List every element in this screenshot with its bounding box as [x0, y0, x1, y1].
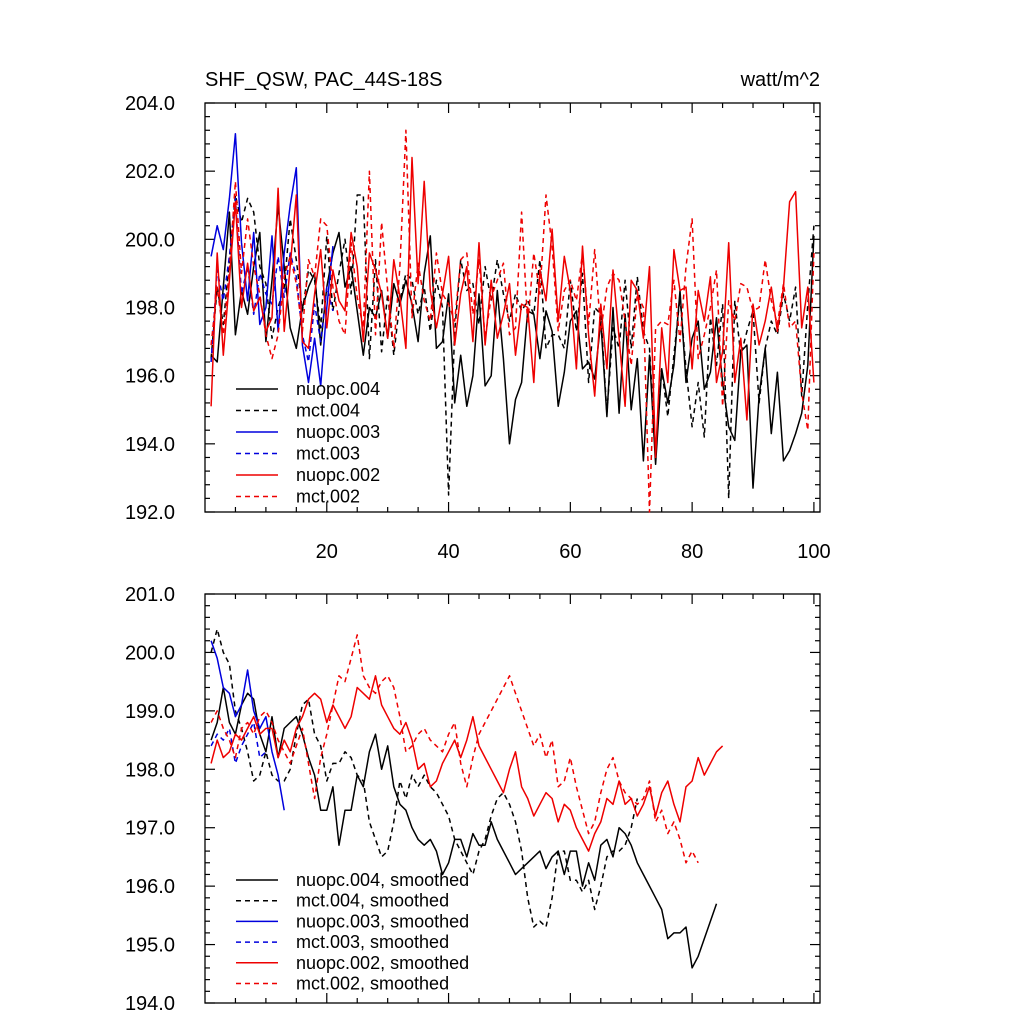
legend-label: mct.004 [296, 401, 360, 421]
y-tick-label: 204.0 [125, 93, 175, 115]
legend-label: mct.003, smoothed [296, 932, 449, 952]
x-tick-label: 60 [559, 541, 581, 563]
legend-label: mct.004, smoothed [296, 891, 449, 911]
bottom-series-group [210, 628, 724, 969]
legend-label: nuopc.002, smoothed [296, 953, 469, 973]
series-line-nuopc-002-smoothed [210, 675, 724, 852]
y-tick-label: 192.0 [125, 502, 175, 524]
legend-label: nuopc.002 [296, 465, 380, 485]
y-tick-label: 200.0 [125, 229, 175, 251]
top-x-axis: 20 40 60 80 100 [234, 103, 831, 563]
y-tick-label: 196.0 [125, 876, 175, 898]
y-tick-label: 199.0 [125, 701, 175, 723]
top-series-group [210, 129, 815, 513]
series-line-nuopc-002 [210, 156, 815, 459]
legend-label: nuopc.004, smoothed [296, 870, 469, 890]
series-line-nuopc-003 [210, 132, 334, 387]
legend-label: nuopc.003, smoothed [296, 911, 469, 931]
top-y-axis: 192.0 194.0 196.0 198.0 200.0 202.0 204.0 [125, 93, 820, 524]
top-panel-units: watt/m^2 [740, 69, 820, 91]
legend-label: nuopc.003 [296, 422, 380, 442]
series-line-mct-004-smoothed [210, 628, 639, 928]
legend-label: nuopc.004 [296, 379, 380, 399]
y-tick-label: 201.0 [125, 584, 175, 606]
y-tick-label: 198.0 [125, 759, 175, 781]
x-tick-label: 100 [797, 541, 830, 563]
y-tick-label: 198.0 [125, 298, 175, 320]
y-tick-label: 196.0 [125, 366, 175, 388]
y-tick-label: 195.0 [125, 935, 175, 957]
y-tick-label: 197.0 [125, 818, 175, 840]
bottom-x-axis [234, 594, 815, 1003]
top-legend: nuopc.004mct.004nuopc.003mct.003nuopc.00… [236, 379, 380, 507]
bottom-y-axis: 194.0 195.0 196.0 197.0 198.0 199.0 200.0 201.0 [125, 584, 820, 1015]
y-tick-label: 194.0 [125, 434, 175, 456]
legend-label: mct.002, smoothed [296, 974, 449, 994]
y-tick-label: 202.0 [125, 161, 175, 183]
series-line-mct-002 [210, 129, 815, 513]
series-line-nuopc-004-smoothed [210, 686, 718, 969]
y-tick-label: 200.0 [125, 642, 175, 664]
x-tick-label: 80 [681, 541, 703, 563]
legend-label: mct.002 [296, 487, 360, 507]
x-tick-label: 40 [437, 541, 459, 563]
bottom-panel: 194.0 195.0 196.0 197.0 198.0 199.0 200.0 201.0… [125, 584, 821, 1015]
series-line-mct-002-smoothed [210, 634, 699, 864]
series-line-nuopc-003-smoothed [210, 640, 285, 811]
series-line-nuopc-004 [210, 204, 815, 489]
y-tick-label: 194.0 [125, 993, 175, 1015]
x-tick-label: 20 [316, 541, 338, 563]
top-panel-title: SHF_QSW, PAC_44S-18S [205, 69, 443, 91]
legend-label: mct.003 [296, 444, 360, 464]
top-panel: SHF_QSW, PAC_44S-18S watt/m^2 192.0 194.0… [125, 69, 831, 563]
bottom-plot-frame [204, 593, 821, 1004]
